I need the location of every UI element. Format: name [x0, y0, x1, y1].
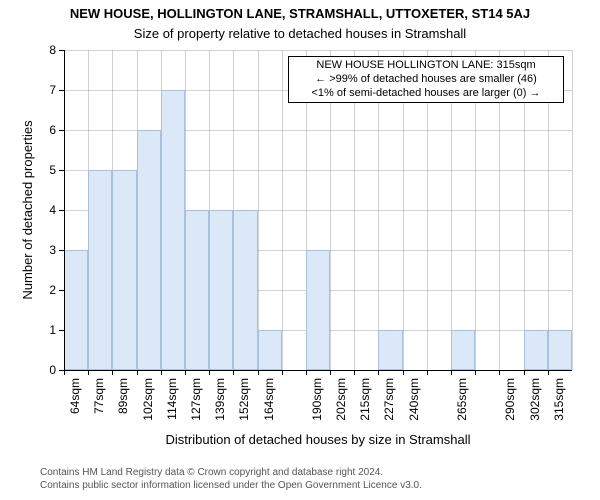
x-tick-mark — [403, 370, 404, 375]
x-tick-mark — [524, 370, 525, 375]
y-tick-label: 4 — [49, 203, 56, 217]
x-tick-mark — [499, 370, 500, 375]
x-tick-mark — [330, 370, 331, 375]
histogram-bar — [258, 330, 282, 370]
gridline-v — [282, 50, 283, 370]
x-tick-mark — [258, 370, 259, 375]
y-axis-label: Number of detached properties — [20, 110, 35, 310]
chart-subtitle: Size of property relative to detached ho… — [0, 26, 600, 41]
footer-line-2: Contains public sector information licen… — [40, 479, 422, 492]
histogram-bar — [378, 330, 402, 370]
x-tick-mark — [233, 370, 234, 375]
x-tick-mark — [451, 370, 452, 375]
x-axis-line — [64, 370, 572, 371]
histogram-bar — [548, 330, 572, 370]
x-tick-mark — [378, 370, 379, 375]
x-tick-label: 102sqm — [141, 378, 155, 438]
y-tick-label: 7 — [49, 83, 56, 97]
x-tick-label: 240sqm — [407, 378, 421, 438]
x-tick-label: 114sqm — [165, 378, 179, 438]
x-tick-label: 202sqm — [334, 378, 348, 438]
gridline-v — [572, 50, 573, 370]
x-tick-label: 127sqm — [189, 378, 203, 438]
y-axis-line — [64, 50, 65, 370]
x-tick-label: 139sqm — [213, 378, 227, 438]
x-tick-label: 302sqm — [528, 378, 542, 438]
x-tick-mark — [64, 370, 65, 375]
histogram-bar — [64, 250, 88, 370]
x-tick-label: 215sqm — [358, 378, 372, 438]
gridline-v — [258, 50, 259, 370]
x-tick-mark — [427, 370, 428, 375]
histogram-bar — [306, 250, 330, 370]
y-tick-label: 5 — [49, 163, 56, 177]
x-tick-mark — [137, 370, 138, 375]
x-tick-mark — [354, 370, 355, 375]
histogram-bar — [161, 90, 185, 370]
x-tick-mark — [88, 370, 89, 375]
x-tick-label: 227sqm — [382, 378, 396, 438]
x-tick-label: 315sqm — [552, 378, 566, 438]
chart-container: NEW HOUSE, HOLLINGTON LANE, STRAMSHALL, … — [0, 0, 600, 500]
x-tick-label: 152sqm — [237, 378, 251, 438]
x-tick-label: 64sqm — [68, 378, 82, 438]
x-tick-label: 190sqm — [310, 378, 324, 438]
y-tick-label: 1 — [49, 323, 56, 337]
x-tick-label: 164sqm — [262, 378, 276, 438]
y-tick-label: 6 — [49, 123, 56, 137]
footer-line-1: Contains HM Land Registry data © Crown c… — [40, 466, 422, 479]
x-tick-mark — [209, 370, 210, 375]
x-tick-mark — [185, 370, 186, 375]
y-tick-label: 8 — [49, 43, 56, 57]
histogram-bar — [185, 210, 209, 370]
annotation-box: NEW HOUSE HOLLINGTON LANE: 315sqm ← >99%… — [288, 56, 564, 103]
histogram-bar — [451, 330, 475, 370]
histogram-bar — [524, 330, 548, 370]
x-tick-label: 265sqm — [455, 378, 469, 438]
x-tick-mark — [475, 370, 476, 375]
x-tick-mark — [112, 370, 113, 375]
histogram-bar — [233, 210, 257, 370]
x-tick-mark — [161, 370, 162, 375]
x-tick-label: 89sqm — [116, 378, 130, 438]
y-tick-label: 0 — [49, 363, 56, 377]
histogram-bar — [209, 210, 233, 370]
chart-title: NEW HOUSE, HOLLINGTON LANE, STRAMSHALL, … — [0, 6, 600, 21]
annotation-line-2: ← >99% of detached houses are smaller (4… — [293, 73, 559, 87]
histogram-bar — [112, 170, 136, 370]
annotation-line-3: <1% of semi-detached houses are larger (… — [293, 87, 559, 101]
annotation-line-1: NEW HOUSE HOLLINGTON LANE: 315sqm — [293, 59, 559, 73]
y-tick-label: 2 — [49, 283, 56, 297]
x-tick-label: 77sqm — [92, 378, 106, 438]
x-tick-label: 290sqm — [503, 378, 517, 438]
x-tick-mark — [548, 370, 549, 375]
gridline-h — [64, 50, 572, 51]
x-tick-mark — [306, 370, 307, 375]
histogram-bar — [137, 130, 161, 370]
y-tick-label: 3 — [49, 243, 56, 257]
histogram-bar — [88, 170, 112, 370]
x-tick-mark — [282, 370, 283, 375]
footer-text: Contains HM Land Registry data © Crown c… — [40, 466, 422, 492]
